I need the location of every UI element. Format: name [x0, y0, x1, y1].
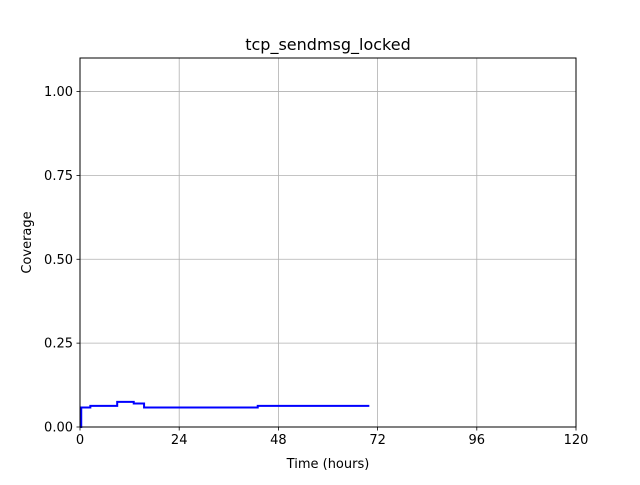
y-axis-ticks: 0.00 0.25 0.50 0.75 1.00: [44, 85, 80, 436]
x-axis-label: Time (hours): [286, 457, 370, 472]
y-tick-label: 0.00: [44, 421, 73, 436]
coverage-series-line: [80, 400, 370, 428]
x-tick-label: 72: [369, 433, 386, 448]
y-tick-label: 0.50: [44, 253, 73, 268]
y-axis-label: Coverage: [20, 211, 35, 273]
y-tick-label: 1.00: [44, 85, 73, 100]
x-tick-label: 48: [270, 433, 287, 448]
chart-title: tcp_sendmsg_locked: [245, 35, 411, 55]
y-tick-label: 0.25: [44, 337, 73, 352]
x-tick-label: 120: [564, 433, 589, 448]
y-tick-label: 0.75: [44, 169, 73, 184]
x-axis-ticks: 0 24 48 72 96 120: [76, 427, 589, 448]
x-tick-label: 96: [469, 433, 486, 448]
plot-frame: [79, 57, 577, 428]
x-tick-label: 24: [171, 433, 188, 448]
series-layer: [80, 400, 370, 428]
x-tick-label: 0: [76, 433, 84, 448]
